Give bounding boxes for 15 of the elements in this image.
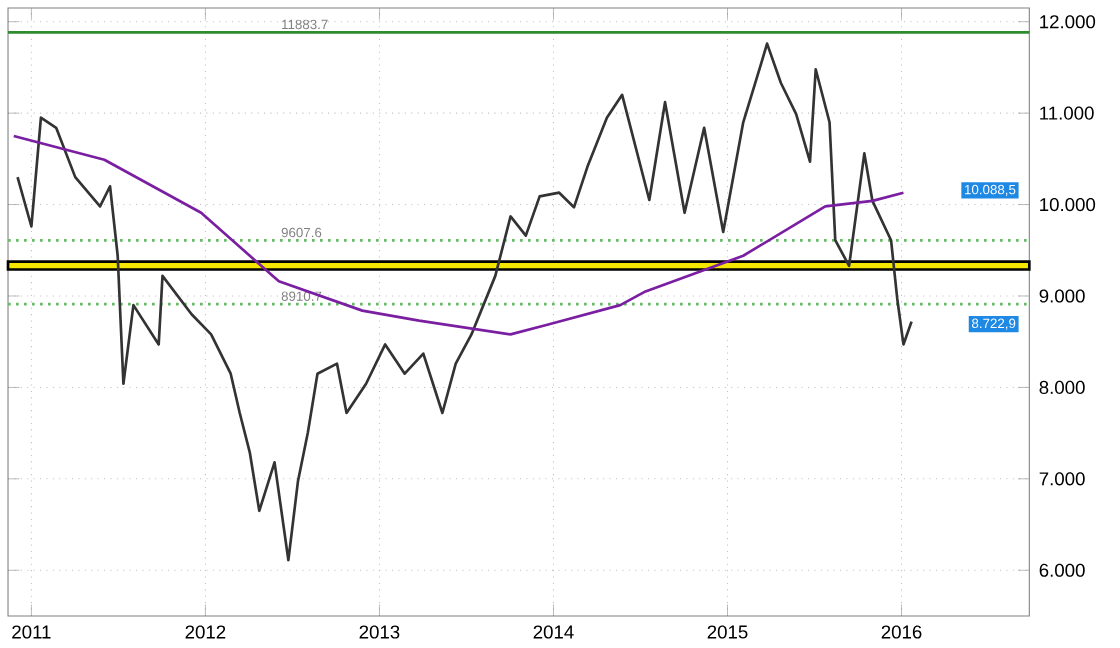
y-tick-label: 7.000 [1039, 472, 1085, 486]
x-tick-label: 2013 [359, 625, 400, 639]
line-series [12, 134, 905, 336]
y-tick-label: 9.000 [1039, 289, 1085, 303]
y-tick-label: 12.000 [1040, 15, 1096, 29]
x-tick-label: 2012 [185, 625, 226, 639]
y-tick-label: 10.000 [1040, 197, 1096, 212]
x-tick-label: 2014 [533, 625, 574, 639]
x-tick-label: 2016 [881, 625, 922, 639]
y-tick-label: 8.000 [1039, 380, 1085, 394]
line-series [16, 42, 913, 562]
x-tick-label: 2011 [12, 625, 51, 639]
y-tick-label: 11.000 [1040, 106, 1094, 120]
x-tick-label: 2015 [707, 625, 748, 639]
y-tick-label: 6.000 [1039, 563, 1085, 577]
